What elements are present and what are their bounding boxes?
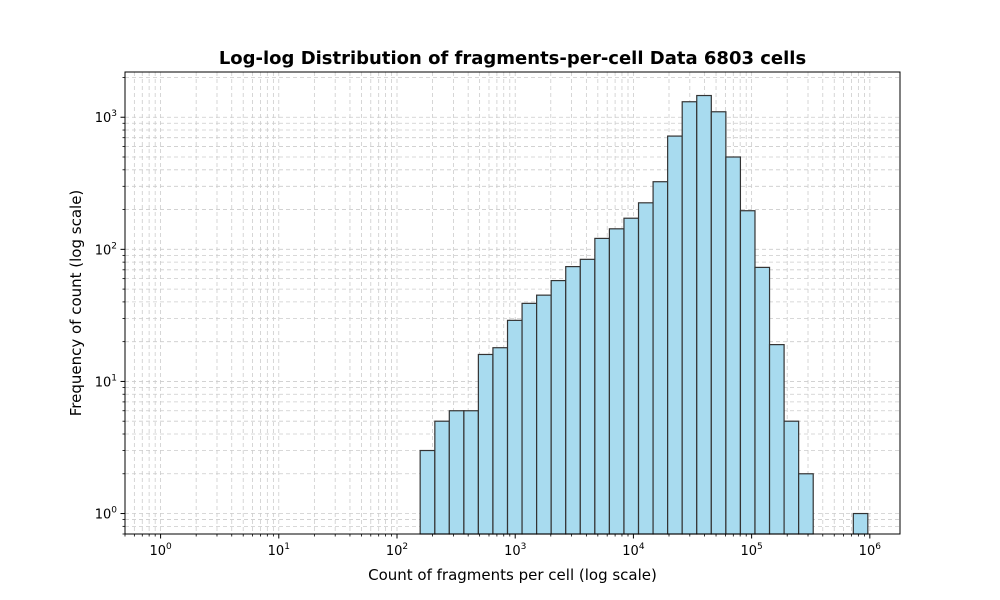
histogram-bar bbox=[448, 410, 465, 535]
histogram-bar bbox=[725, 156, 742, 535]
histogram-bar bbox=[768, 344, 785, 535]
histogram-bar bbox=[608, 228, 625, 535]
histogram-bars bbox=[419, 94, 869, 535]
x-tick-label: 104 bbox=[622, 542, 645, 559]
x-tick-label: 106 bbox=[859, 542, 882, 559]
histogram-bar bbox=[565, 266, 581, 535]
histogram-bar bbox=[710, 111, 727, 535]
y-axis-label: Frequency of count (log scale) bbox=[67, 190, 85, 417]
histogram-bar bbox=[667, 135, 683, 535]
histogram-bar bbox=[419, 449, 436, 535]
y-tick-label: 100 bbox=[95, 506, 118, 523]
histogram-bar bbox=[623, 217, 640, 535]
histogram-bar bbox=[681, 101, 698, 535]
histogram-bar bbox=[536, 294, 552, 535]
histogram-bar bbox=[798, 473, 814, 535]
x-tick-label: 102 bbox=[386, 542, 408, 559]
x-axis-label: Count of fragments per cell (log scale) bbox=[368, 566, 657, 584]
x-tick-label: 101 bbox=[268, 542, 290, 559]
histogram-bar bbox=[594, 237, 611, 535]
histogram-bar bbox=[754, 266, 771, 535]
x-tick-label: 105 bbox=[740, 542, 762, 559]
histogram-bar bbox=[463, 410, 479, 535]
histogram-bar bbox=[852, 512, 869, 535]
chart-title: Log-log Distribution of fragments-per-ce… bbox=[219, 48, 806, 69]
plot-frame bbox=[124, 71, 901, 535]
x-tick-label: 103 bbox=[504, 542, 526, 559]
histogram-bar bbox=[477, 353, 494, 535]
histogram-bar bbox=[492, 347, 509, 535]
histogram-bar bbox=[637, 202, 654, 535]
histogram-bar bbox=[739, 210, 756, 535]
y-tick-label: 103 bbox=[95, 109, 117, 126]
x-tick-label: 100 bbox=[149, 542, 172, 559]
y-tick-label: 102 bbox=[95, 241, 117, 258]
histogram-bar bbox=[434, 420, 450, 535]
histogram-bar bbox=[506, 319, 523, 535]
histogram-bar bbox=[696, 94, 712, 535]
histogram-bar bbox=[579, 258, 596, 535]
y-tick-label: 101 bbox=[95, 373, 117, 390]
histogram-bar bbox=[652, 181, 669, 535]
histogram-bar bbox=[550, 279, 567, 535]
axis-ticks: 100 101 102 103 104 105 106 100 101 102 103 bbox=[95, 77, 882, 559]
histogram-bar bbox=[783, 420, 800, 535]
histogram-bar bbox=[521, 302, 538, 535]
